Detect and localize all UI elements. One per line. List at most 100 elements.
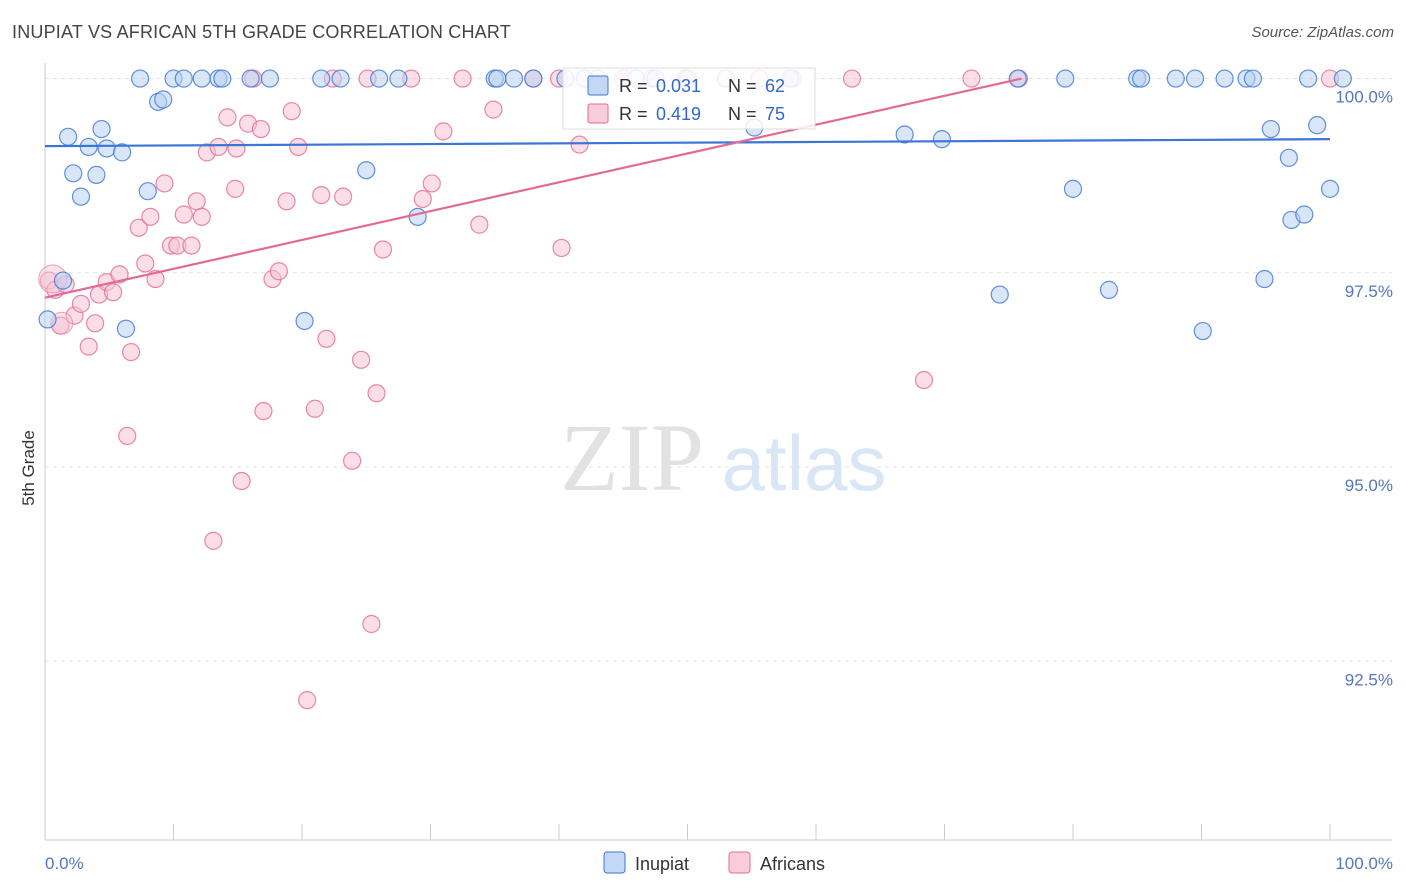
inupiat-trendline (44, 138, 1331, 148)
inupiat-point-53 (1215, 69, 1234, 88)
africans-point-39 (289, 137, 308, 157)
africans-point-12 (118, 426, 137, 446)
legend-r-label-1: R = (619, 76, 648, 96)
africans-point-68 (914, 370, 934, 390)
correlation-legend: R = 0.031 N = 62 R = 0.419 N = 75 (562, 67, 816, 130)
africans-point-34 (254, 401, 273, 421)
legend-n-value-1: 62 (765, 76, 785, 96)
inupiat-point-46 (1063, 179, 1083, 198)
inupiat-point-49 (1132, 69, 1151, 88)
africans-point-38 (282, 102, 301, 121)
africans-points (38, 69, 1340, 710)
inupiat-point-31 (504, 69, 524, 88)
africans-point-50 (367, 384, 386, 403)
trendlines (44, 77, 1331, 299)
inupiat-point-14 (154, 90, 173, 109)
africans-point-33 (251, 119, 270, 139)
africans-point-18 (155, 174, 174, 193)
africans-point-26 (204, 531, 223, 550)
inupiat-point-28 (408, 207, 427, 226)
africans-trendline (44, 77, 1022, 299)
africans-point-23 (187, 192, 206, 211)
legend-n-value-2: 75 (765, 104, 785, 124)
africans-point-43 (317, 329, 336, 348)
inupiat-point-25 (357, 161, 376, 180)
x-tick-label-left: 0.0% (45, 854, 84, 873)
inupiat-point-26 (370, 69, 389, 88)
inupiat-point-62 (1320, 179, 1340, 198)
inupiat-point-30 (488, 69, 507, 88)
africans-point-40 (298, 691, 317, 710)
africans-point-16 (141, 207, 160, 226)
inupiat-point-32 (524, 69, 543, 88)
inupiat-point-42 (932, 130, 952, 149)
africans-point-14 (129, 218, 148, 237)
inupiat-point-64 (1299, 69, 1318, 88)
africans-point-37 (277, 192, 296, 211)
bottom-legend-label-inupiat: Inupiat (635, 854, 689, 874)
africans-point-42 (312, 185, 331, 205)
inupiat-point-22 (295, 311, 314, 331)
africans-point-13 (121, 342, 141, 362)
inupiat-point-11 (130, 69, 150, 88)
inupiat-point-2 (59, 127, 78, 146)
africans-point-36 (269, 262, 288, 281)
axes (44, 63, 1392, 841)
bottom-legend-swatch-inupiat (603, 851, 626, 874)
inupiat-point-60 (1295, 205, 1314, 224)
africans-point-6 (79, 337, 98, 356)
tick-labels: 100.0% 97.5% 95.0% 92.5% 0.0% 100.0% (45, 88, 1393, 873)
inupiat-point-6 (87, 165, 106, 184)
inupiat-point-50 (1166, 69, 1185, 88)
inupiat-point-24 (331, 69, 350, 88)
africans-point-10 (104, 283, 123, 302)
y-axis-title: 5th Grade (19, 430, 38, 506)
inupiat-point-20 (241, 69, 260, 88)
africans-point-29 (226, 179, 245, 198)
inupiat-point-17 (192, 69, 211, 88)
africans-point-5 (71, 294, 91, 313)
africans-point-58 (484, 100, 503, 119)
inupiat-point-21 (260, 69, 279, 88)
y-tick-label-1: 97.5% (1345, 282, 1393, 301)
inupiat-point-52 (1193, 321, 1212, 341)
africans-point-51 (373, 240, 393, 259)
inupiat-point-9 (112, 143, 132, 162)
africans-point-49 (362, 614, 381, 634)
africans-point-61 (570, 135, 589, 154)
gridlines (45, 78, 1392, 662)
inupiat-point-7 (92, 119, 111, 139)
inupiat-point-12 (138, 182, 157, 201)
africans-point-72 (227, 139, 246, 158)
legend-r-label-2: R = (619, 104, 648, 124)
africans-point-57 (470, 215, 489, 234)
watermark-zip: ZIP (560, 404, 704, 511)
inupiat-point-55 (1243, 69, 1263, 88)
legend-n-label-1: N = (728, 76, 757, 96)
africans-point-24 (192, 207, 211, 226)
inupiat-point-19 (213, 69, 232, 88)
inupiat-point-56 (1255, 269, 1274, 289)
inupiat-point-41 (895, 125, 914, 144)
africans-point-55 (434, 122, 453, 141)
bottom-legend-label-africans: Africans (760, 854, 825, 874)
inupiat-point-10 (116, 319, 136, 338)
africans-point-45 (334, 187, 353, 206)
legend-n-label-2: N = (728, 104, 757, 124)
africans-point-27 (209, 137, 228, 157)
africans-point-53 (413, 189, 432, 209)
watermark: ZIP atlas (560, 404, 886, 511)
legend-r-value-2: 0.419 (656, 104, 701, 124)
watermark-atlas: atlas (722, 419, 887, 507)
inupiat-point-45 (1056, 69, 1075, 88)
africans-point-54 (422, 174, 441, 193)
africans-point-15 (136, 254, 155, 273)
inupiat-point-57 (1261, 119, 1280, 139)
inupiat-point-3 (64, 164, 83, 183)
africans-point-28 (218, 108, 237, 127)
chart-title: INUPIAT VS AFRICAN 5TH GRADE CORRELATION… (12, 22, 511, 42)
inupiat-point-51 (1185, 69, 1205, 88)
bottom-legend-swatch-africans (728, 851, 751, 874)
africans-point-41 (305, 399, 324, 418)
